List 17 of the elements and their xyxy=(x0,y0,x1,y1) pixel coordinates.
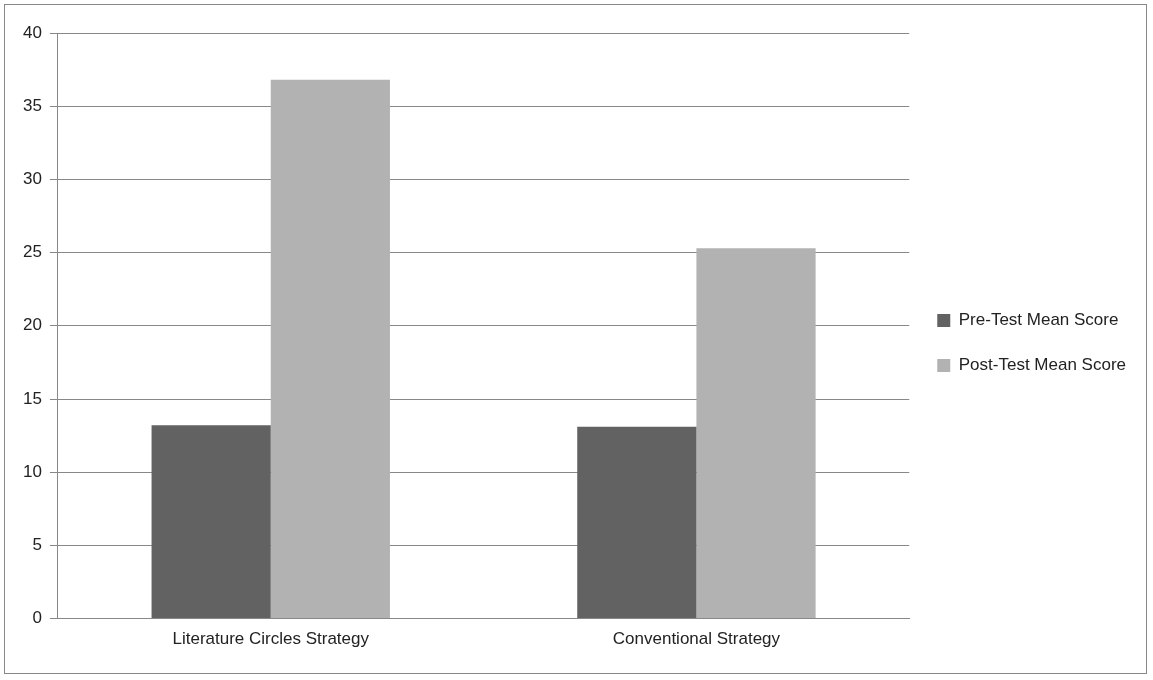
y-tick-label: 30 xyxy=(22,169,42,189)
legend-label: Post-Test Mean Score xyxy=(958,355,1127,375)
y-tick-label: 5 xyxy=(32,535,42,555)
y-tick-label: 0 xyxy=(32,608,42,628)
x-tick-label: Conventional Strategy xyxy=(612,629,781,649)
bar xyxy=(270,79,390,619)
y-tick-label: 40 xyxy=(22,22,42,42)
y-tick-label: 20 xyxy=(22,315,42,335)
x-tick-label: Literature Circles Strategy xyxy=(172,629,370,649)
y-tick-label: 15 xyxy=(22,388,42,408)
y-tick-label: 25 xyxy=(22,242,42,262)
y-tick-label: 35 xyxy=(22,95,42,115)
bar xyxy=(577,426,697,619)
y-tick-label: 10 xyxy=(22,461,42,481)
bar xyxy=(151,425,271,619)
legend-label: Pre-Test Mean Score xyxy=(958,310,1119,330)
bar xyxy=(696,248,816,619)
